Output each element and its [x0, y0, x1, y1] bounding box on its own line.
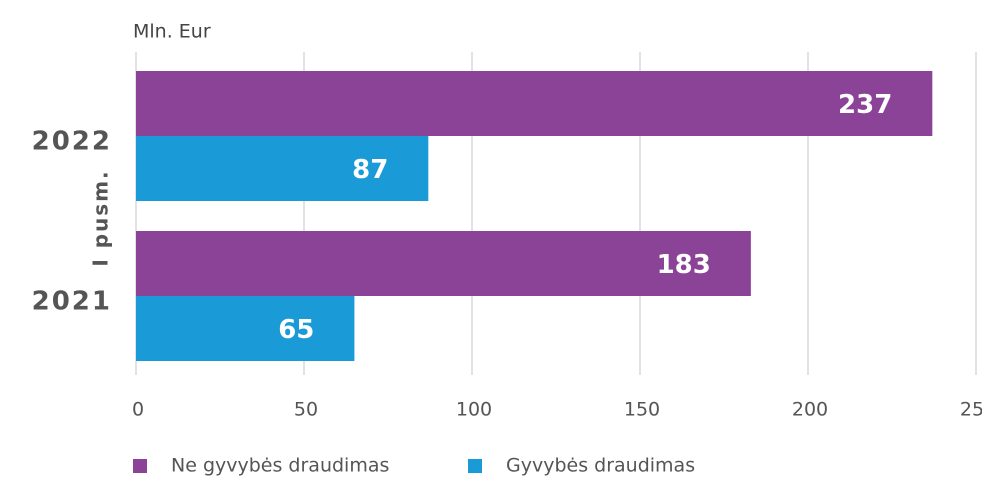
axis-label: Mln. Eur	[133, 21, 211, 43]
legend-label: Gyvybės draudimas	[506, 455, 695, 477]
bar	[136, 136, 429, 201]
y-tick-label: 2021	[32, 287, 112, 317]
data-label: 237	[838, 90, 892, 120]
legend-swatch	[468, 459, 482, 473]
x-tick-label: 250	[960, 399, 982, 421]
x-tick-label: 0	[132, 399, 144, 421]
x-tick-label: 200	[792, 399, 828, 421]
bar	[136, 71, 933, 136]
y-axis-label: I pusm.	[89, 169, 113, 266]
data-label: 183	[657, 250, 711, 280]
bar	[136, 231, 751, 296]
legend-label: Ne gyvybės draudimas	[171, 455, 389, 477]
data-label: 65	[278, 315, 314, 345]
data-label: 87	[352, 155, 388, 185]
x-tick-label: 100	[456, 399, 492, 421]
legend-swatch	[133, 459, 147, 473]
bar	[136, 296, 355, 361]
x-tick-label: 150	[624, 399, 660, 421]
x-tick-label: 50	[294, 399, 318, 421]
y-tick-label: 2022	[32, 127, 112, 157]
